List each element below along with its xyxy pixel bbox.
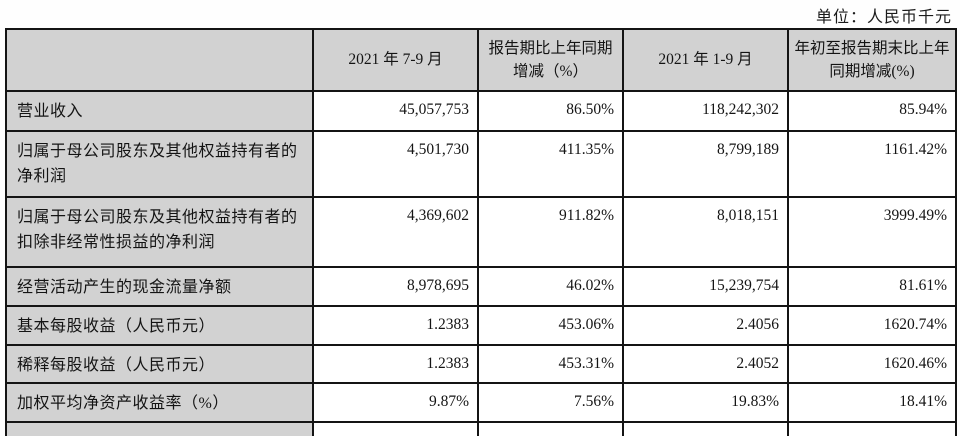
cell-q3-yoy: 7.56% (477, 382, 624, 424)
cell-ytd: 8,799,189 (622, 130, 789, 198)
table-row: 经营活动产生的现金流量净额 8,978,695 46.02% 15,239,75… (5, 266, 957, 307)
column-header-blank (5, 28, 314, 92)
table-row: 稀释每股收益（人民币元） 1.2383 453.31% 2.4052 1620.… (5, 343, 957, 385)
cell-q3: 1.2383 (312, 304, 479, 346)
cell-q3-yoy: 86.50% (477, 90, 624, 132)
cell-ytd-yoy: 18.41% (787, 382, 957, 424)
cell-q3: 1.2383 (312, 343, 479, 385)
financial-summary-table: 2021 年 7-9 月 报告期比上年同期增减（%） 2021 年 1-9 月 … (5, 28, 957, 436)
column-header-ytd-yoy: 年初至报告期末比上年同期增减(%) (787, 28, 957, 92)
cell-ytd-yoy: 85.94% (787, 90, 957, 132)
cell-ytd-yoy: 1161.42% (787, 130, 957, 198)
header-row: 2021 年 7-9 月 报告期比上年同期增减（%） 2021 年 1-9 月 … (5, 28, 957, 92)
row-label: 营业收入 (5, 90, 314, 132)
cell-ytd: 2.4052 (622, 343, 789, 385)
table-row: 基本每股收益（人民币元） 1.2383 453.06% 2.4056 1620.… (5, 304, 957, 346)
row-label: 加权平均净资产收益率（%） (5, 382, 314, 424)
column-header-ytd-period: 2021 年 1-9 月 (622, 28, 789, 92)
table-row: 归属于母公司股东及其他权益持有者的扣除非经常性损益的净利润 4,369,602 … (5, 196, 957, 268)
table-row: 归属于母公司股东及其他权益持有者的净利润 4,501,730 411.35% 8… (5, 130, 957, 198)
cell-q3-yoy: 46.02% (477, 266, 624, 307)
cell-ytd: 118,242,302 (622, 90, 789, 132)
cell-q3-yoy: 453.06% (477, 304, 624, 346)
table-row: 加权平均净资产收益率（%） 9.87% 7.56% 19.83% 18.41% (5, 382, 957, 424)
row-label: 归属于母公司股东及其他权益持有者的扣除非经常性损益的净利润 (5, 196, 314, 268)
cell-q3: 45,057,753 (312, 90, 479, 132)
column-header-q3-yoy: 报告期比上年同期增减（%） (477, 28, 624, 92)
row-label: 基本每股收益（人民币元） (5, 304, 314, 346)
cell-ytd: 8,018,151 (622, 196, 789, 268)
cell-ytd: 15,239,754 (622, 266, 789, 307)
table-row: 营业收入 45,057,753 86.50% 118,242,302 85.94… (5, 90, 957, 132)
cell-ytd: 2.4056 (622, 304, 789, 346)
row-label: 归属于母公司股东及其他权益持有者的净利润 (5, 130, 314, 198)
cell-q3-yoy: 411.35% (477, 130, 624, 198)
row-label: 稀释每股收益（人民币元） (5, 343, 314, 385)
column-header-q3-period: 2021 年 7-9 月 (312, 28, 479, 92)
cell-q3: 8,978,695 (312, 266, 479, 307)
cell-q3: 4,501,730 (312, 130, 479, 198)
cell-q3-yoy: 453.31% (477, 343, 624, 385)
unit-label: 单位：人民币千元 (815, 9, 952, 26)
row-label: 经营活动产生的现金流量净额 (5, 266, 314, 307)
cell-ytd-yoy: 81.61% (787, 266, 957, 307)
row-label (5, 421, 314, 436)
cell-q3-yoy: 911.82% (477, 196, 624, 268)
cell-ytd-yoy: 1620.46% (787, 343, 957, 385)
cell-ytd: 19.83% (622, 382, 789, 424)
table-row-cutoff (5, 421, 957, 436)
cell-q3: 9.87% (312, 382, 479, 424)
cell-ytd-yoy: 1620.74% (787, 304, 957, 346)
cell-ytd-yoy: 3999.49% (787, 196, 957, 268)
cell-q3: 4,369,602 (312, 196, 479, 268)
